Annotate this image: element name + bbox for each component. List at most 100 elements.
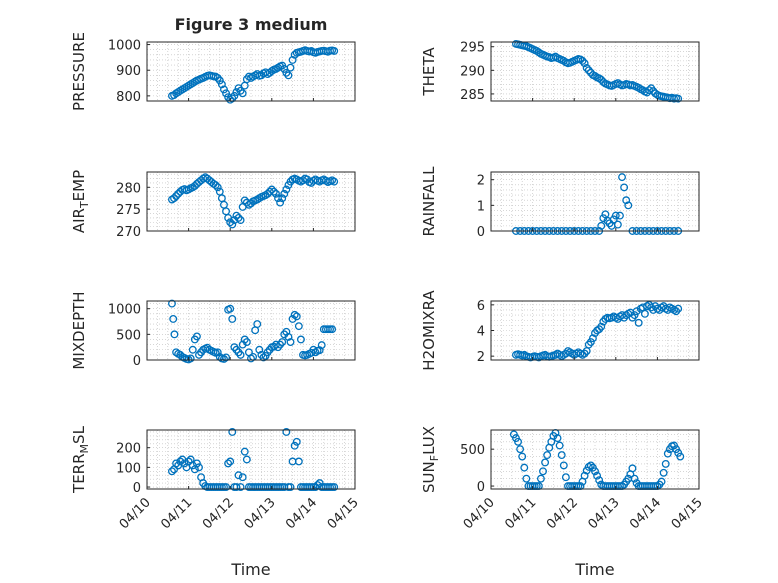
data-point xyxy=(172,192,181,200)
data-point xyxy=(228,220,237,229)
subplot-4: 0 1 2 RAINFALL xyxy=(420,166,700,240)
y-tick-label: 290 xyxy=(460,64,485,79)
y-tick-label: 295 xyxy=(460,41,485,56)
data-point xyxy=(226,218,235,227)
data-point xyxy=(236,216,245,225)
subplot-2: 285 290 295 THETA xyxy=(420,39,700,103)
data-point xyxy=(238,473,247,482)
data-point xyxy=(588,334,597,343)
data-point xyxy=(278,338,287,346)
data-point xyxy=(259,353,268,362)
y-tick-label: 275 xyxy=(116,203,141,218)
data-point xyxy=(284,332,293,341)
data-point xyxy=(172,348,181,357)
data-point xyxy=(580,59,589,68)
data-point xyxy=(317,341,326,350)
plot-area xyxy=(491,42,699,101)
data-point xyxy=(168,299,176,308)
data-point xyxy=(269,187,278,196)
data-point xyxy=(286,338,295,346)
data-point xyxy=(541,458,550,467)
data-point xyxy=(274,194,282,203)
data-point xyxy=(616,211,624,220)
data-point xyxy=(609,215,618,224)
data-point xyxy=(522,474,531,483)
y-axis-label: TERRMSL xyxy=(70,425,91,494)
data-point xyxy=(539,467,547,476)
y-tick-label: 900 xyxy=(116,64,141,79)
y-axis-label: AIRTEMP xyxy=(70,170,91,233)
data-point xyxy=(186,354,195,363)
y-tick-label: 800 xyxy=(116,90,141,105)
data-point xyxy=(222,89,230,98)
data-point xyxy=(288,56,297,64)
data-point xyxy=(240,196,249,205)
data-point xyxy=(292,312,301,321)
data-point xyxy=(520,463,529,472)
y-tick-label: 0 xyxy=(133,354,141,369)
data-point xyxy=(518,452,527,461)
data-point xyxy=(586,461,595,470)
data-point xyxy=(595,476,604,485)
data-point xyxy=(190,182,199,190)
data-point xyxy=(296,335,305,344)
subplot-6: 2 4 6 H2OMIXRA xyxy=(420,290,700,371)
y-axis-label: RAINFALL xyxy=(420,166,438,237)
data-point xyxy=(543,451,552,460)
data-point xyxy=(170,194,178,203)
y-tick-label: 280 xyxy=(116,181,141,196)
data-point xyxy=(278,194,287,203)
data-point xyxy=(559,461,568,470)
axes-box xyxy=(146,300,356,361)
data-point xyxy=(593,471,602,480)
subplot-3: 270 275 280 AIRTEMP xyxy=(70,170,356,240)
data-point xyxy=(328,325,337,334)
data-point xyxy=(234,471,243,480)
y-axis-label: H2OMIXRA xyxy=(420,290,438,371)
data-point xyxy=(286,63,295,72)
data-point xyxy=(611,211,620,220)
data-point xyxy=(640,309,649,318)
data-point xyxy=(584,66,593,75)
axes-box xyxy=(490,429,700,490)
data-point xyxy=(236,483,245,491)
data-point xyxy=(657,477,666,486)
data-point xyxy=(226,457,235,466)
data-point xyxy=(659,468,668,477)
y-tick-label: 1 xyxy=(477,199,485,214)
data-point xyxy=(276,198,285,207)
y-tick-label: 200 xyxy=(116,442,141,457)
data-point xyxy=(613,220,622,229)
data-point xyxy=(580,471,589,480)
data-point xyxy=(661,459,670,468)
data-point xyxy=(586,338,595,346)
axes-box xyxy=(490,41,700,102)
figure-title: Figure 3 medium xyxy=(175,15,328,34)
data-point xyxy=(620,183,629,192)
data-point xyxy=(286,483,295,491)
data-point xyxy=(634,83,643,92)
data-point xyxy=(597,322,606,331)
y-tick-label: 500 xyxy=(460,443,485,458)
data-point xyxy=(630,311,639,320)
data-point xyxy=(282,327,291,336)
data-point xyxy=(174,189,183,198)
data-point xyxy=(180,459,189,468)
data-point xyxy=(294,322,303,331)
data-point xyxy=(516,445,525,454)
data-point xyxy=(597,221,606,230)
y-tick-label: 0 xyxy=(477,480,485,495)
data-point xyxy=(553,434,562,443)
data-point xyxy=(238,340,247,349)
y-tick-label: 6 xyxy=(477,299,485,314)
data-point xyxy=(211,181,220,190)
data-point xyxy=(624,201,633,210)
y-axis-label: SUNFLUX xyxy=(420,426,441,493)
data-point xyxy=(674,94,683,103)
data-point xyxy=(242,338,251,346)
data-point xyxy=(330,47,339,55)
data-point xyxy=(599,78,608,87)
data-point xyxy=(222,353,230,362)
y-tick-label: 500 xyxy=(116,328,141,343)
